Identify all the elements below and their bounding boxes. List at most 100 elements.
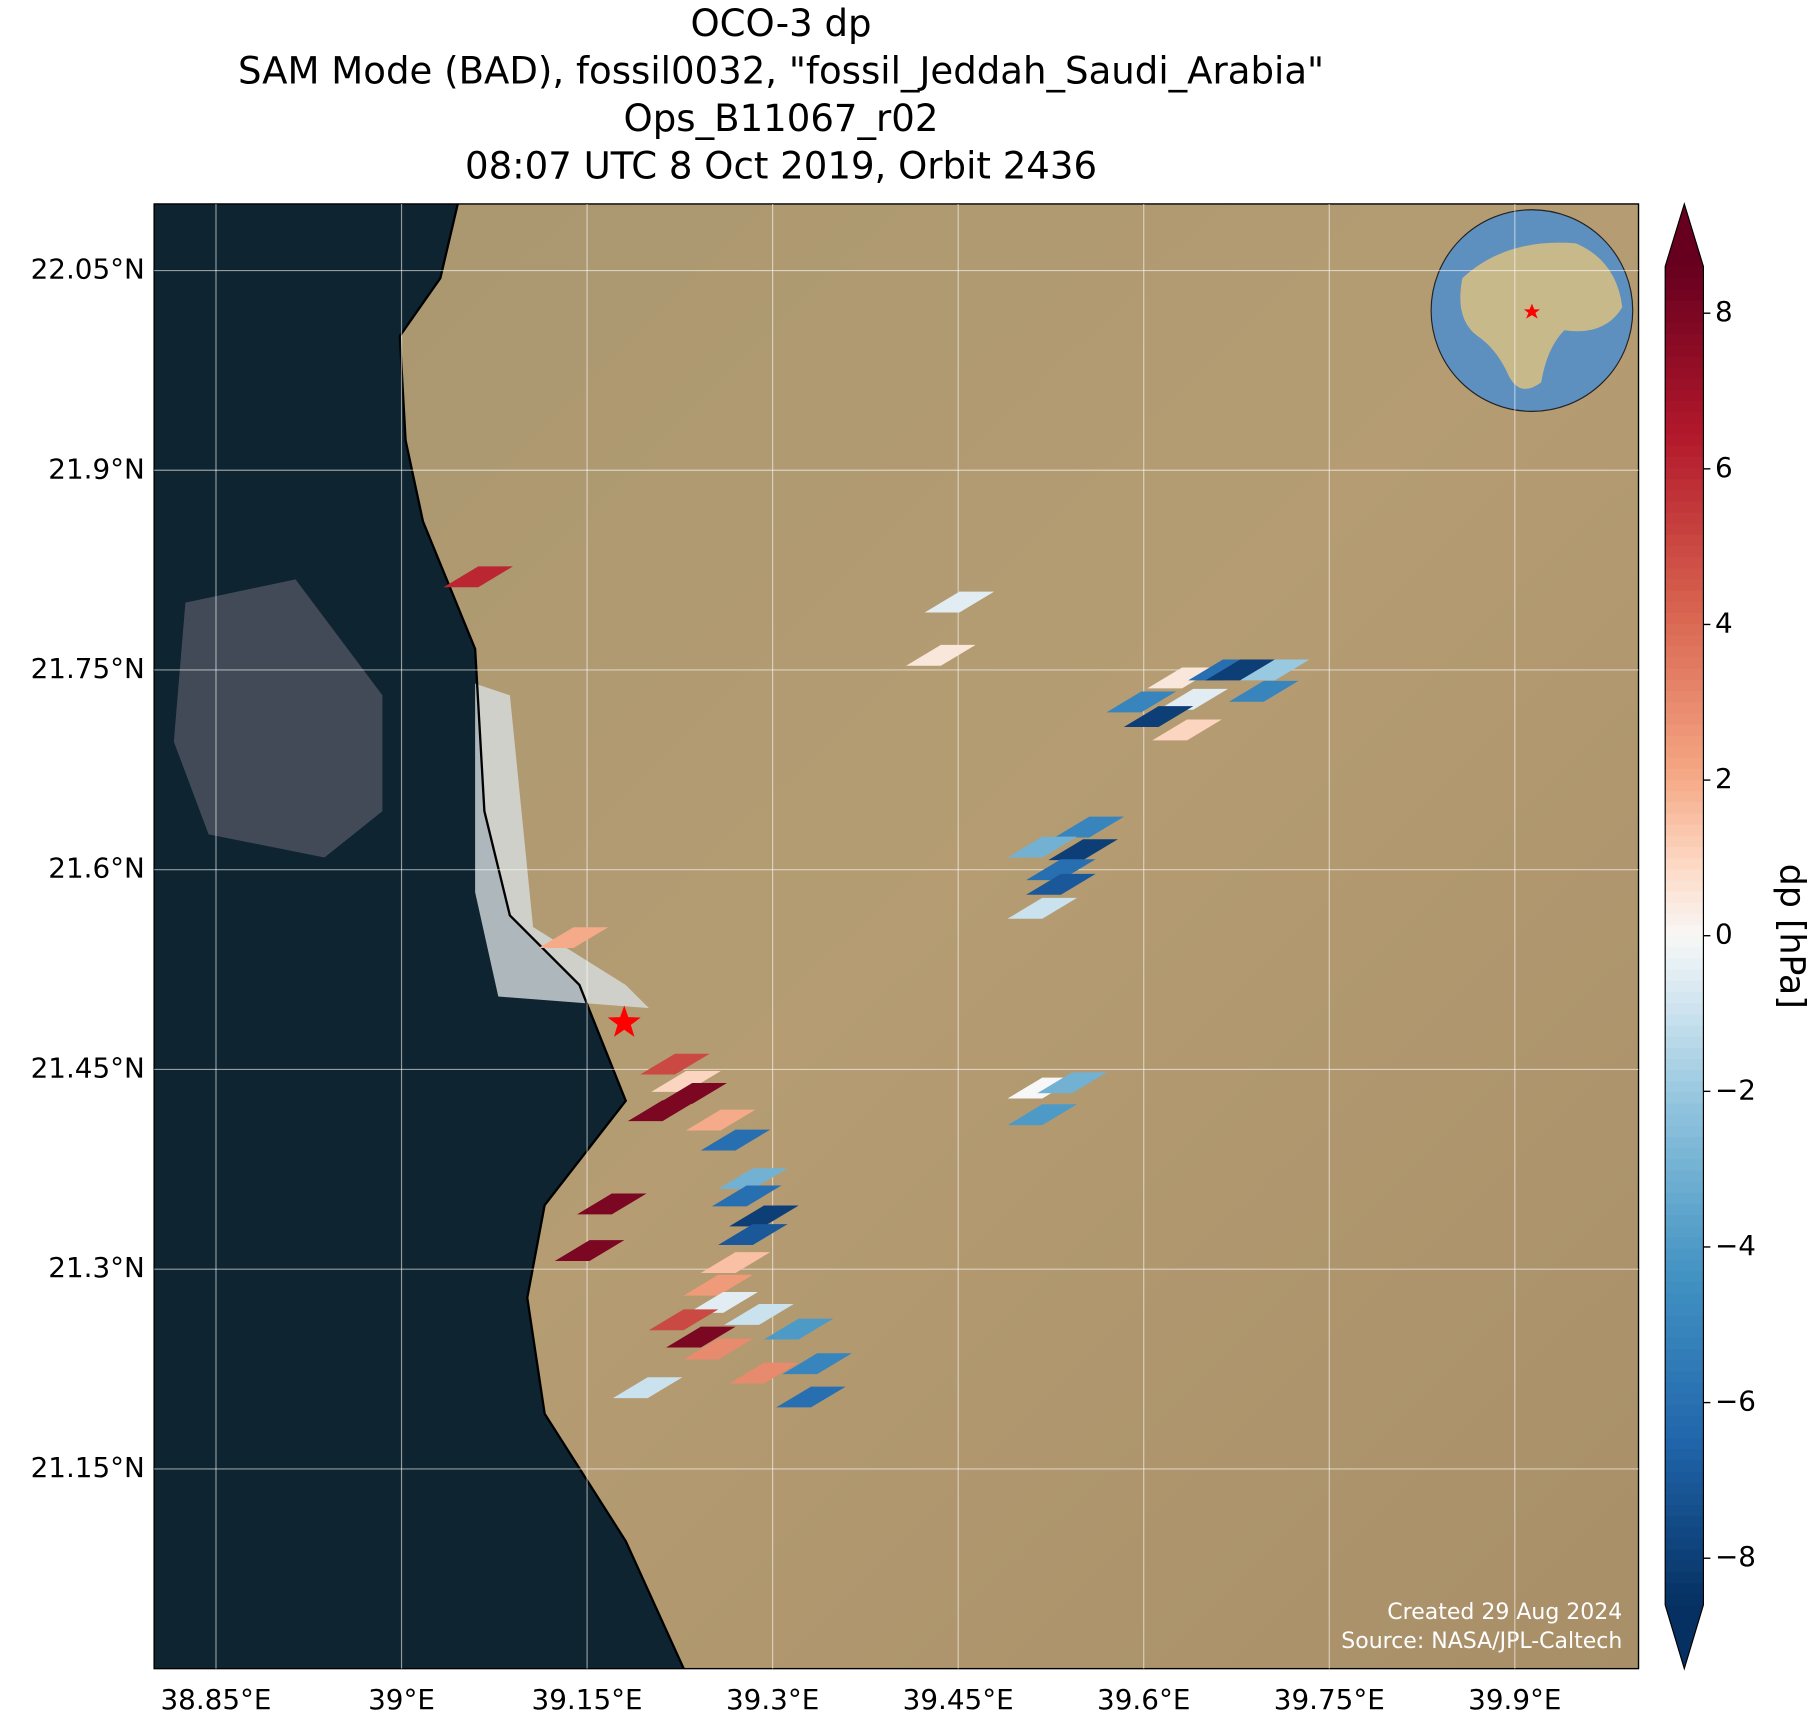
colorbar-segment	[1665, 935, 1704, 948]
colorbar	[1664, 201, 1704, 1671]
footprint	[1205, 659, 1275, 681]
footprint	[1106, 691, 1177, 713]
colorbar-segment	[1665, 1169, 1704, 1182]
colorbar-segment	[1665, 522, 1704, 535]
colorbar-extend-max	[1665, 203, 1704, 267]
colorbar-segment	[1665, 344, 1704, 357]
colorbar-segment	[1665, 879, 1704, 892]
sea	[154, 203, 684, 1669]
colorbar-tick-label: −2	[1715, 1073, 1756, 1106]
colorbar-segment	[1665, 477, 1704, 491]
footprint	[443, 566, 513, 588]
colorbar-segment	[1665, 756, 1704, 769]
colorbar-segment	[1665, 377, 1704, 390]
footprint	[718, 1168, 788, 1190]
colorbar-segment	[1665, 1593, 1704, 1606]
colorbar-segment	[1665, 1068, 1704, 1082]
colorbar-segment	[1665, 489, 1704, 502]
colorbar-segment	[1665, 622, 1704, 636]
colorbar-segment	[1665, 1080, 1704, 1093]
colorbar-frame	[1664, 201, 1704, 1671]
colorbar-segment	[1665, 1515, 1704, 1528]
colorbar-segment	[1665, 1247, 1704, 1260]
colorbar-segment	[1665, 1180, 1704, 1193]
colorbar-segment	[1665, 1024, 1704, 1037]
colorbar-segment	[1665, 600, 1704, 613]
map-frame	[153, 203, 1640, 1670]
colorbar-segment	[1665, 689, 1704, 703]
footprint	[1240, 659, 1310, 681]
colorbar-segment	[1665, 1347, 1704, 1361]
colorbar-segment	[1665, 1526, 1704, 1539]
colorbar-segment	[1665, 1124, 1704, 1138]
colorbar-segment	[1665, 1046, 1704, 1059]
colorbar-segment	[1665, 946, 1704, 959]
colorbar-segment	[1665, 1158, 1704, 1171]
chart-title: 08:07 UTC 8 Oct 2019, Orbit 2436	[465, 145, 1097, 188]
colorbar-segment	[1665, 645, 1704, 658]
credit: Source: NASA/JPL-Caltech	[1341, 1629, 1622, 1654]
footprint	[1007, 836, 1078, 858]
colorbar-segment	[1665, 1292, 1704, 1305]
colorbar-segment	[1665, 734, 1704, 747]
colorbar-segment	[1665, 433, 1704, 446]
footprint	[1054, 816, 1125, 838]
globe-inset	[1430, 209, 1634, 412]
colorbar-segment	[1665, 1358, 1704, 1372]
colorbar-segment	[1665, 1370, 1704, 1383]
colorbar-segment	[1665, 544, 1704, 558]
colorbar-segment	[1665, 1269, 1704, 1283]
footprint	[1123, 706, 1194, 728]
chart-title: Ops_B11067_r02	[624, 97, 939, 140]
colorbar-tick-label: −8	[1715, 1540, 1756, 1573]
y-tick-label: 21.9°N	[48, 452, 145, 485]
colorbar-segment	[1665, 778, 1704, 792]
colorbar-segment	[1665, 633, 1704, 647]
colorbar-segment	[1665, 912, 1704, 926]
colorbar-segment	[1665, 321, 1704, 335]
colorbar-segment	[1665, 700, 1704, 714]
colorbar-segment	[1665, 790, 1704, 803]
x-tick-label: 39°E	[368, 1683, 435, 1716]
footprint	[700, 1129, 771, 1151]
x-tick-label: 39.9°E	[1468, 1683, 1561, 1716]
colorbar-segment	[1665, 845, 1704, 859]
colorbar-segment	[1665, 1258, 1704, 1271]
x-tick-label: 39.6°E	[1097, 1683, 1190, 1716]
footprint	[700, 1252, 771, 1273]
globe-land	[1460, 242, 1623, 389]
colorbar-segment	[1665, 1470, 1704, 1483]
colorbar-segment	[1665, 1057, 1704, 1071]
footprint	[666, 1326, 736, 1348]
globe-target	[1523, 303, 1541, 319]
footprint	[627, 1100, 698, 1122]
colorbar-segment	[1665, 1582, 1704, 1595]
colorbar-segment	[1665, 444, 1704, 457]
footprint	[711, 1185, 782, 1207]
colorbar-segment	[1665, 1147, 1704, 1160]
colorbar-segment	[1665, 834, 1704, 848]
sea-haze	[173, 579, 383, 858]
footprint	[1147, 667, 1217, 689]
sun-glint	[475, 683, 649, 1009]
x-tick-label: 39.3°E	[726, 1683, 819, 1716]
colorbar-tick-label: 6	[1715, 451, 1733, 484]
x-tick-label: 39.75°E	[1274, 1683, 1385, 1716]
colorbar-segment	[1665, 723, 1704, 736]
footprint	[612, 1377, 683, 1399]
target-marker	[607, 1005, 641, 1037]
colorbar-segment	[1665, 355, 1704, 368]
footprint	[724, 1304, 794, 1325]
footprint	[906, 644, 976, 666]
footprint	[577, 1193, 647, 1215]
colorbar-segment	[1665, 1392, 1704, 1405]
colorbar-tick-label: 2	[1715, 762, 1733, 795]
globe-land	[1506, 310, 1547, 371]
colorbar-segment	[1665, 957, 1704, 970]
footprint	[657, 1082, 727, 1104]
colorbar-segment	[1665, 589, 1704, 602]
colorbar-segment	[1665, 399, 1704, 413]
x-tick-label: 39.15°E	[532, 1683, 643, 1716]
colorbar-segment	[1665, 1002, 1704, 1015]
